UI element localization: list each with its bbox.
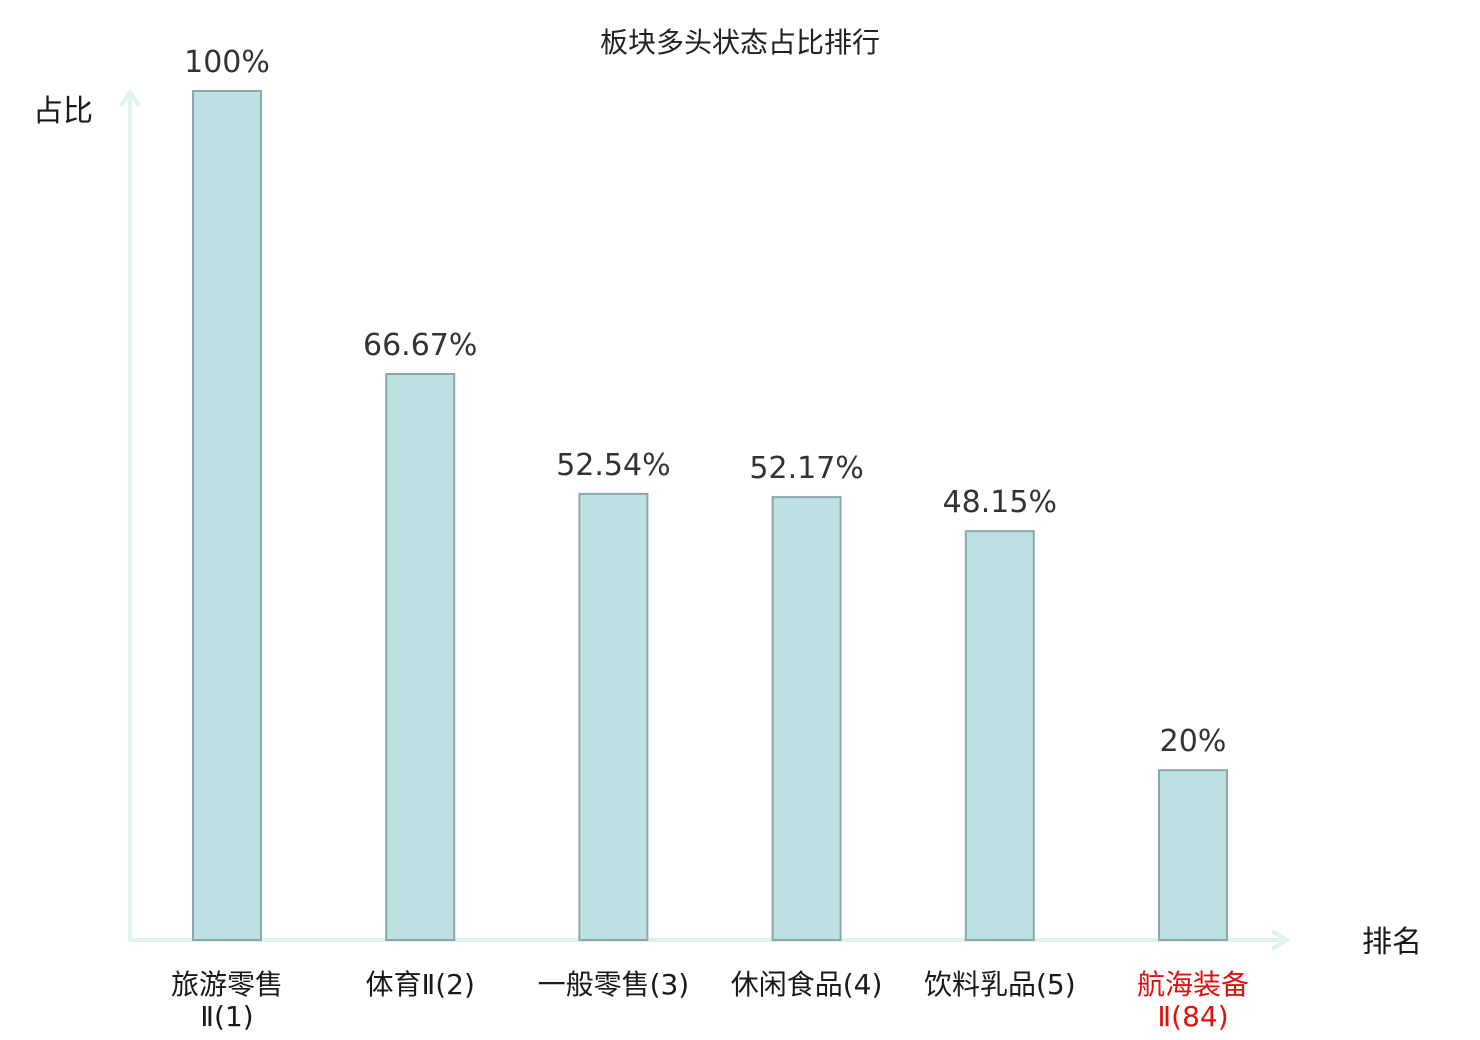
bar-3 [578,492,649,941]
x-axis-label: 排名 [1362,925,1422,960]
category-label-4: 休闲食品(4) [731,968,883,1001]
value-label-3: 52.54% [556,448,670,483]
bar-1 [192,90,262,941]
value-labels-group: 100% 66.67% 52.54% 52.17% 48.15% 20% [184,45,1226,759]
y-axis-arrow-icon [119,88,141,108]
y-axis-label: 占比 [33,94,93,129]
category-label-3: 一般零售(3) [538,968,690,1001]
category-label-1-line2: Ⅱ(1) [200,1000,253,1033]
bars-group [192,90,1228,942]
bar-4 [771,496,842,941]
category-label-5: 饮料乳品(5) [924,968,1076,1001]
value-label-1: 100% [184,45,270,80]
x-axis-arrow-icon [1270,929,1291,951]
value-label-5: 48.15% [943,485,1057,520]
category-label-6-line2: Ⅱ(84) [1157,1000,1228,1033]
axes [119,88,1291,951]
bar-2 [385,373,456,941]
value-label-6: 20% [1160,724,1227,759]
category-label-1: 旅游零售 [171,968,283,1001]
value-label-2: 66.67% [363,328,477,363]
chart-title: 板块多头状态占比排行 [600,26,880,59]
category-label-6: 航海装备 [1137,968,1249,1001]
bar-5 [964,530,1035,941]
category-label-2: 体育Ⅱ(2) [365,968,474,1001]
value-label-4: 52.17% [749,451,863,486]
bar-6 [1158,769,1228,942]
